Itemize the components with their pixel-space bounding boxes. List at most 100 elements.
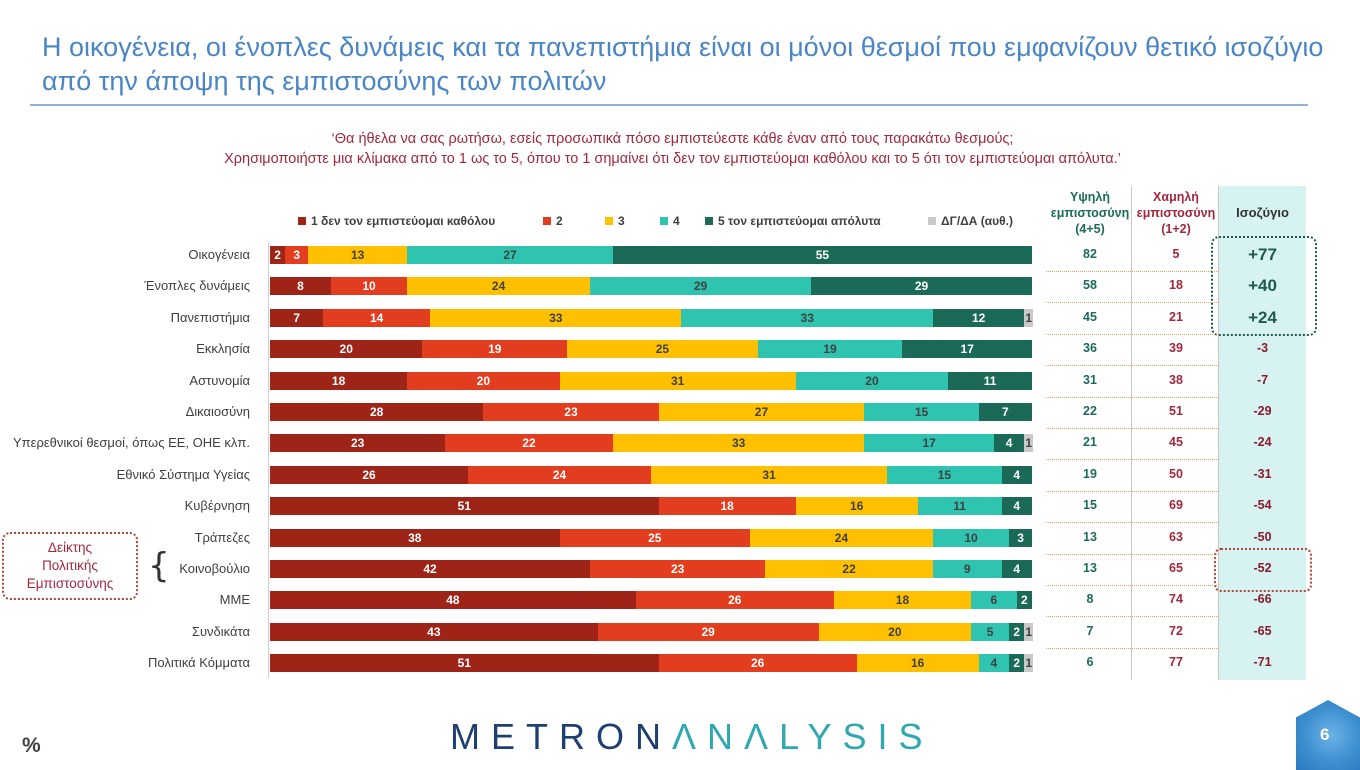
category-label: Οικογένεια — [188, 247, 250, 262]
row-separator — [1046, 365, 1219, 367]
bar-segment: 38 — [270, 528, 560, 547]
bar-segment: 18 — [270, 371, 408, 390]
bar-segment: 17 — [864, 434, 994, 453]
bar-segment: 4 — [978, 654, 1010, 673]
indicator-line2: Πολιτικής — [42, 558, 98, 573]
bar-segment: 7 — [270, 308, 324, 327]
bar-segment: 23 — [590, 560, 766, 578]
category-label: Υπερεθνικοί θεσμοί, όπως ΕΕ, ΟΗΕ κλπ. — [13, 435, 250, 451]
row-separator — [1046, 396, 1219, 398]
low-trust-value: 21 — [1169, 309, 1183, 324]
row-separator — [1046, 647, 1219, 649]
bar-segment: 51 — [270, 654, 659, 673]
indicator-line3: Εμπιστοσύνης — [26, 576, 114, 591]
high-trust-value: 15 — [1083, 498, 1097, 513]
balance-value: -31 — [1253, 466, 1272, 481]
row-separator — [1046, 585, 1219, 586]
bar-segment: 27 — [407, 246, 613, 264]
high-trust-value: 45 — [1083, 309, 1097, 324]
row-separator — [1046, 553, 1219, 555]
bar-segment: 24 — [468, 465, 651, 484]
low-trust-value: 39 — [1169, 341, 1183, 356]
metron-analysis-logo: METRONΛNΛLYSIS — [450, 716, 933, 758]
low-trust-value: 45 — [1169, 435, 1183, 450]
category-label: Ένοπλες δυνάμεις — [144, 278, 250, 294]
bar-segment: 12 — [932, 308, 1025, 327]
title-underline — [30, 104, 1308, 106]
low-trust-value: 74 — [1169, 592, 1183, 607]
bar-segment: 16 — [856, 654, 979, 673]
balance-value: -50 — [1253, 529, 1272, 544]
category-label: Εθνικό Σύστημα Υγείας — [116, 466, 250, 482]
category-label: Κοινοβούλιο — [179, 561, 250, 576]
legend-item: 3 — [605, 214, 625, 228]
bar-segment: 20 — [818, 622, 972, 641]
category-label: ΜΜΕ — [219, 592, 250, 608]
row-separator — [1046, 490, 1219, 492]
high-trust-header-line1: Υψηλή — [1070, 190, 1110, 204]
low-trust-header: Χαμηλή εμπιστοσύνη (1+2) — [1132, 189, 1220, 237]
legend-swatch — [298, 217, 306, 225]
legend-label: 3 — [618, 214, 625, 228]
bar-segment: 42 — [270, 560, 591, 578]
bar-segment: 1 — [1024, 654, 1033, 673]
legend-item: ΔΓ/ΔΑ (αυθ.) — [928, 214, 1013, 228]
bar-segment: 33 — [430, 308, 682, 327]
bar-segment: 5 — [971, 622, 1010, 641]
balance-value: -52 — [1253, 561, 1272, 575]
bar-segment: 55 — [612, 246, 1032, 264]
row-separator — [1046, 459, 1219, 461]
row-separator — [1046, 616, 1219, 618]
bar-segment: 33 — [612, 434, 865, 453]
bar-segment: 28 — [270, 403, 484, 421]
low-trust-value: 18 — [1169, 278, 1183, 293]
balance-header: Ισοζύγιο — [1236, 205, 1289, 220]
high-trust-value: 58 — [1083, 278, 1097, 293]
category-label: Δικαιοσύνη — [185, 404, 250, 419]
low-trust-value: 50 — [1169, 466, 1183, 481]
high-trust-value: 7 — [1086, 623, 1094, 638]
legend-label: ΔΓ/ΔΑ (αυθ.) — [941, 214, 1013, 228]
bar-segment: 3 — [1009, 528, 1032, 547]
bar-segment: 27 — [658, 403, 865, 421]
bar-segment: 25 — [559, 528, 751, 547]
percent-unit-label: % — [22, 734, 41, 757]
bar-segment: 24 — [750, 528, 933, 547]
bar-segment: 2 — [270, 246, 286, 264]
bar-segment: 26 — [635, 591, 834, 610]
low-trust-value: 5 — [1172, 247, 1180, 261]
bar-segment: 20 — [270, 340, 423, 359]
bar-segment: 4 — [1001, 465, 1032, 484]
bar-segment: 25 — [567, 340, 758, 359]
bar-segment: 43 — [270, 622, 598, 641]
legend-swatch — [605, 217, 613, 225]
category-label: Συνδικάτα — [191, 623, 250, 639]
bar-segment: 20 — [795, 371, 949, 390]
bar-segment: 4 — [1001, 497, 1032, 516]
bar-segment: 19 — [757, 340, 903, 359]
category-label: Πανεπιστήμια — [170, 309, 250, 325]
bar-segment: 11 — [948, 371, 1032, 390]
row-separator — [1046, 428, 1219, 429]
low-trust-value: 72 — [1169, 623, 1183, 638]
bar-segment: 1 — [1024, 622, 1033, 641]
balance-value: -3 — [1256, 341, 1269, 356]
column-separator — [1218, 186, 1219, 680]
row-separator — [1046, 271, 1219, 272]
question-line-2: Χρησιμοποιήστε μια κλίμακα από το 1 ως τ… — [224, 151, 1121, 167]
legend-swatch — [660, 217, 668, 225]
balance-value: -54 — [1253, 498, 1272, 513]
positive-balance-highlight — [1211, 236, 1317, 336]
bar-segment: 17 — [902, 340, 1032, 359]
low-trust-header-line1: Χαμηλή — [1153, 190, 1199, 204]
page-title: Η οικογένεια, οι ένοπλες δυνάμεις και τα… — [42, 32, 1324, 96]
bar-segment: 11 — [917, 497, 1002, 516]
high-trust-header-line3: (4+5) — [1075, 222, 1105, 236]
legend-label: 5 τον εμπιστεύομαι απόλυτα — [718, 214, 881, 228]
bar-segment: 31 — [559, 371, 796, 390]
bar-segment: 18 — [833, 591, 972, 610]
legend-item: 1 δεν τον εμπιστεύομαι καθόλου — [298, 214, 495, 228]
question-line-1: ‘Θα ήθελα να σας ρωτήσω, εσείς προσωπικά… — [331, 131, 1014, 147]
bar-segment: 10 — [330, 277, 408, 296]
bar-segment: 8 — [270, 277, 331, 296]
